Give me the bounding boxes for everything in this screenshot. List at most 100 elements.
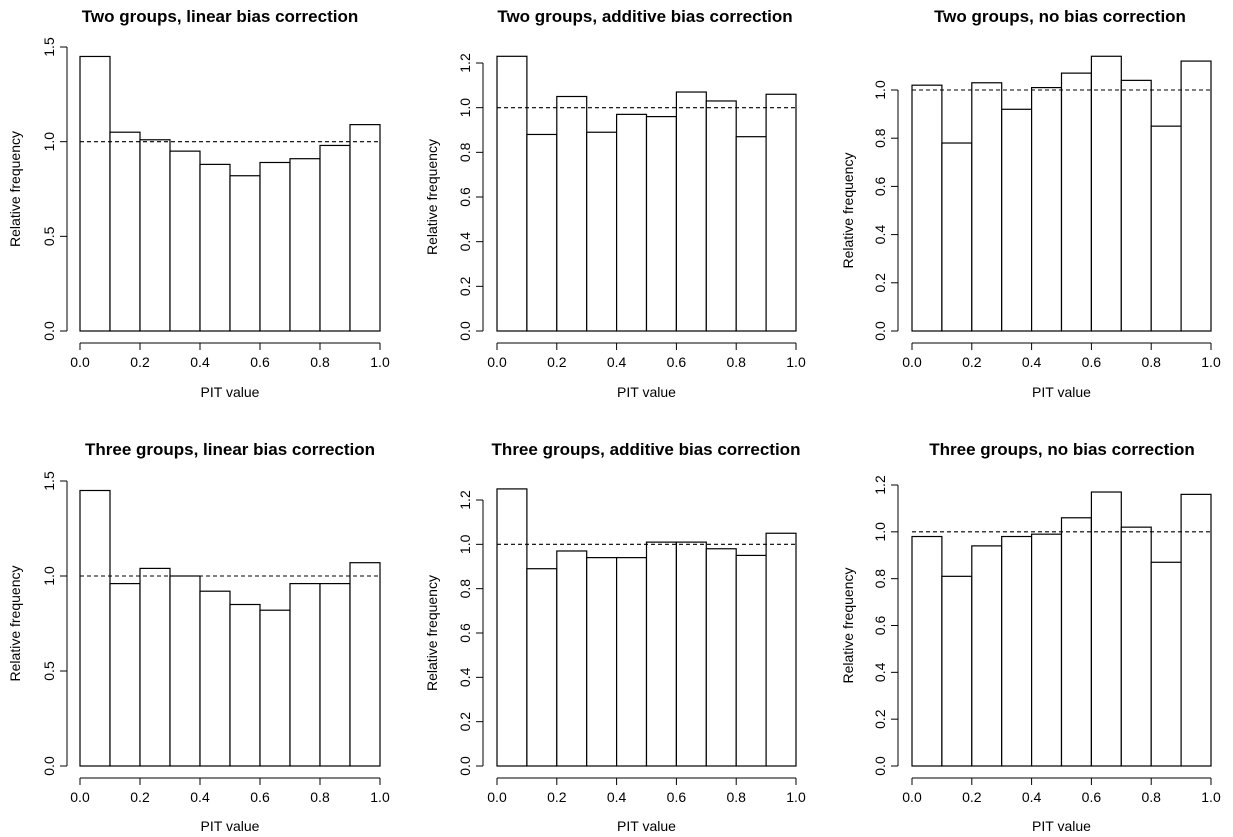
- y-tick-label: 0.4: [457, 667, 473, 687]
- histogram-bar: [645, 541, 677, 767]
- y-tick-label: 1.0: [457, 98, 473, 118]
- chart-title: Three groups, additive bias correction: [492, 440, 801, 459]
- histogram-bar: [526, 133, 558, 332]
- y-axis-label: Relative frequency: [840, 568, 856, 684]
- histogram-bar: [1090, 491, 1122, 767]
- histogram-bar: [735, 136, 767, 332]
- x-tick-label: 0.0: [487, 789, 507, 805]
- y-tick-label: 0.5: [41, 226, 57, 246]
- histogram-bar: [586, 557, 618, 767]
- histogram-bar: [705, 100, 737, 332]
- histogram-bar: [941, 575, 973, 767]
- histogram-bar: [319, 582, 351, 767]
- x-tick-label: 0.8: [726, 354, 746, 370]
- x-tick-label: 0.2: [547, 789, 567, 805]
- histogram-bar: [79, 55, 111, 332]
- chart-panel-5: Three groups, additive bias correction 0.…: [424, 440, 806, 834]
- x-tick-label: 0.4: [1022, 789, 1042, 805]
- histogram-bar: [259, 609, 291, 767]
- y-tick-label: 0.6: [872, 176, 888, 196]
- y-tick-label: 0.0: [457, 321, 473, 341]
- histogram-bar: [79, 489, 111, 767]
- x-tick-label: 1.0: [370, 789, 390, 805]
- y-tick-label: 1.2: [457, 53, 473, 73]
- y-tick-label: 0.4: [872, 225, 888, 245]
- x-tick-label: 0.0: [70, 354, 90, 370]
- histogram-bar: [289, 582, 321, 767]
- y-tick-label: 1.0: [41, 132, 57, 152]
- histogram-bar: [169, 575, 201, 767]
- x-tick-label: 1.0: [786, 789, 806, 805]
- x-tick-label: 0.0: [902, 354, 922, 370]
- histogram-bar: [139, 139, 171, 332]
- histogram-bar: [1030, 533, 1063, 767]
- x-tick-label: 0.2: [962, 789, 982, 805]
- histogram-bar: [1180, 493, 1212, 767]
- y-tick-label: 0.8: [872, 569, 888, 589]
- x-tick-label: 0.8: [1141, 789, 1161, 805]
- y-tick-label: 0.0: [872, 756, 888, 776]
- y-tick-label: 0.0: [41, 756, 57, 776]
- histogram-bar: [109, 131, 141, 332]
- y-tick-label: 0.8: [457, 579, 473, 599]
- y-tick-label: 0.0: [457, 756, 473, 776]
- histogram-bar: [911, 535, 943, 767]
- histogram-bar: [971, 545, 1003, 767]
- x-axis-label: PIT value: [617, 384, 676, 400]
- histogram-bar: [1090, 55, 1122, 332]
- x-tick-label: 0.6: [250, 789, 270, 805]
- chart-title: Two groups, linear bias correction: [82, 7, 358, 26]
- histogram-bar: [615, 113, 648, 332]
- histogram-bar: [971, 82, 1003, 332]
- histogram-bar: [765, 532, 797, 767]
- chart-panel-4: Three groups, linear bias correction 0.0 0…: [7, 440, 390, 834]
- chart-panel-6: Three groups, no bias correction 0.0 0.2 0.…: [840, 440, 1221, 834]
- x-axis-label: PIT value: [1032, 384, 1091, 400]
- x-axis-label: PIT value: [201, 818, 260, 834]
- y-tick-label: 0.0: [872, 321, 888, 341]
- histogram-bar: [705, 548, 737, 767]
- y-axis-label: Relative frequency: [7, 131, 23, 247]
- x-tick-label: 0.8: [310, 789, 330, 805]
- histogram-bar: [319, 144, 351, 332]
- x-tick-label: 0.8: [310, 354, 330, 370]
- x-tick-label: 0.4: [607, 789, 627, 805]
- y-tick-label: 0.8: [457, 142, 473, 162]
- chart-panel-1: Two groups, linear bias correction 0.0 0.2…: [7, 7, 390, 400]
- histogram-bar: [1180, 60, 1212, 332]
- histogram-bar: [259, 161, 291, 332]
- histogram-bar: [1001, 108, 1033, 332]
- y-tick-label: 0.2: [457, 712, 473, 732]
- x-axis-label: PIT value: [1032, 818, 1091, 834]
- histogram-bar: [911, 84, 943, 332]
- y-axis-label: Relative frequency: [424, 575, 440, 691]
- y-tick-label: 1.0: [872, 80, 888, 100]
- y-tick-label: 1.0: [872, 522, 888, 542]
- x-tick-label: 0.4: [607, 354, 627, 370]
- y-tick-label: 0.4: [872, 662, 888, 682]
- histogram-bar: [1060, 517, 1092, 767]
- histogram-bar: [496, 488, 528, 767]
- y-axis-label: Relative frequency: [424, 139, 440, 255]
- histogram-bar: [199, 590, 231, 767]
- y-tick-label: 0.2: [872, 273, 888, 293]
- x-axis-label: PIT value: [617, 818, 676, 834]
- x-tick-label: 0.4: [190, 354, 210, 370]
- histogram-bar: [229, 603, 261, 767]
- x-tick-label: 1.0: [370, 354, 390, 370]
- x-tick-label: 0.2: [962, 354, 982, 370]
- y-axis-label: Relative frequency: [840, 153, 856, 269]
- histogram-bar: [1001, 535, 1033, 767]
- y-axis-label: Relative frequency: [7, 566, 23, 682]
- x-tick-label: 0.6: [1082, 354, 1102, 370]
- y-tick-label: 1.5: [41, 37, 57, 57]
- y-tick-label: 0.6: [457, 187, 473, 207]
- y-tick-label: 1.2: [457, 490, 473, 510]
- x-tick-label: 0.0: [70, 789, 90, 805]
- x-tick-label: 0.8: [726, 789, 746, 805]
- y-tick-label: 1.5: [41, 471, 57, 491]
- histogram-bar: [615, 557, 648, 767]
- x-tick-label: 0.6: [1082, 789, 1102, 805]
- x-tick-label: 0.2: [130, 354, 150, 370]
